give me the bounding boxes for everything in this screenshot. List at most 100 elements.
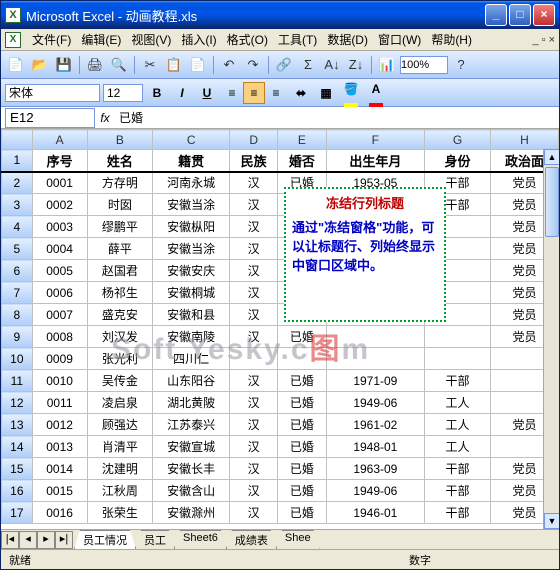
cell[interactable]: 汉 [230, 216, 278, 238]
cell[interactable]: 已婚 [278, 458, 326, 480]
cell[interactable]: 顾强达 [87, 414, 153, 436]
col-header[interactable]: G [425, 130, 491, 150]
cell[interactable]: 0013 [32, 436, 87, 458]
header-cell[interactable]: 出生年月 [326, 150, 425, 172]
menu-item[interactable]: 工具(T) [273, 29, 322, 50]
cell[interactable]: 汉 [230, 370, 278, 392]
cell[interactable]: 安徽桐城 [153, 282, 230, 304]
row-header[interactable]: 17 [2, 502, 33, 524]
cell[interactable]: 0002 [32, 194, 87, 216]
print-button[interactable]: 🖨 [84, 54, 106, 76]
zoom-input[interactable] [400, 56, 448, 74]
minimize-button[interactable]: _ [485, 4, 507, 26]
header-cell[interactable]: 籍贯 [153, 150, 230, 172]
cell[interactable]: 安徽和县 [153, 304, 230, 326]
cell[interactable]: 江秋周 [87, 480, 153, 502]
scroll-down-button[interactable]: ▼ [544, 513, 559, 529]
row-header[interactable]: 6 [2, 260, 33, 282]
row-header[interactable]: 5 [2, 238, 33, 260]
cell[interactable]: 刘汉发 [87, 326, 153, 348]
cell[interactable]: 汉 [230, 326, 278, 348]
cell[interactable]: 凌启泉 [87, 392, 153, 414]
cell[interactable]: 0001 [32, 172, 87, 194]
undo-button[interactable]: ↶ [218, 54, 240, 76]
cell[interactable] [326, 348, 425, 370]
cell[interactable]: 沈建明 [87, 458, 153, 480]
tab-first-button[interactable]: |◂ [1, 531, 19, 549]
cell[interactable] [425, 326, 491, 348]
cell[interactable]: 0003 [32, 216, 87, 238]
new-button[interactable]: 📄 [5, 54, 27, 76]
cell[interactable]: 安徽枞阳 [153, 216, 230, 238]
cell[interactable]: 0011 [32, 392, 87, 414]
cell[interactable]: 缪鹏平 [87, 216, 153, 238]
row-header[interactable]: 1 [2, 150, 33, 172]
cell[interactable]: 汉 [230, 436, 278, 458]
sheet-tab[interactable]: Shee [276, 530, 320, 549]
col-header[interactable]: D [230, 130, 278, 150]
row-header[interactable]: 14 [2, 436, 33, 458]
sort-asc-button[interactable]: A↓ [321, 54, 343, 76]
cell[interactable]: 汉 [230, 304, 278, 326]
open-button[interactable]: 📂 [29, 54, 51, 76]
cell[interactable]: 安徽安庆 [153, 260, 230, 282]
cell[interactable]: 肖清平 [87, 436, 153, 458]
link-button[interactable]: 🔗 [273, 54, 295, 76]
merge-button[interactable]: ⬌ [290, 82, 312, 104]
italic-button[interactable]: I [171, 82, 193, 104]
cell[interactable]: 汉 [230, 414, 278, 436]
cell[interactable]: 1971-09 [326, 370, 425, 392]
scroll-thumb[interactable] [545, 167, 559, 237]
col-header[interactable]: E [278, 130, 326, 150]
fontcolor-button[interactable]: A [365, 82, 387, 104]
row-header[interactable]: 4 [2, 216, 33, 238]
cell[interactable]: 安徽含山 [153, 480, 230, 502]
cell[interactable]: 方存明 [87, 172, 153, 194]
cell[interactable]: 安徽当涂 [153, 194, 230, 216]
cell[interactable]: 干部 [425, 458, 491, 480]
row-header[interactable]: 11 [2, 370, 33, 392]
menu-item[interactable]: 窗口(W) [373, 29, 426, 50]
menu-item[interactable]: 插入(I) [176, 29, 221, 50]
formula-value[interactable]: 已婚 [115, 108, 559, 127]
cell[interactable] [278, 348, 326, 370]
redo-button[interactable]: ↷ [242, 54, 264, 76]
cell[interactable]: 已婚 [278, 436, 326, 458]
cell[interactable]: 安徽长丰 [153, 458, 230, 480]
cell[interactable]: 0012 [32, 414, 87, 436]
row-header[interactable]: 12 [2, 392, 33, 414]
align-right-button[interactable]: ≡ [265, 82, 287, 104]
cell[interactable]: 0004 [32, 238, 87, 260]
cell[interactable]: 安徽宣城 [153, 436, 230, 458]
tab-prev-button[interactable]: ◂ [19, 531, 37, 549]
cell[interactable]: 安徽当涂 [153, 238, 230, 260]
row-header[interactable]: 8 [2, 304, 33, 326]
cell[interactable]: 0008 [32, 326, 87, 348]
select-all[interactable] [2, 130, 33, 150]
align-center-button[interactable]: ≡ [243, 82, 265, 104]
cell[interactable]: 汉 [230, 282, 278, 304]
cell[interactable]: 河南永城 [153, 172, 230, 194]
tab-next-button[interactable]: ▸ [37, 531, 55, 549]
cell[interactable]: 0006 [32, 282, 87, 304]
cell[interactable]: 汉 [230, 502, 278, 524]
cell[interactable]: 汉 [230, 480, 278, 502]
cell[interactable]: 湖北黄陂 [153, 392, 230, 414]
cell[interactable]: 工人 [425, 414, 491, 436]
cell[interactable] [326, 326, 425, 348]
sheet-tab[interactable]: 成绩表 [226, 530, 277, 549]
cell[interactable]: 已婚 [278, 480, 326, 502]
cell[interactable]: 0007 [32, 304, 87, 326]
row-header[interactable]: 7 [2, 282, 33, 304]
cell[interactable]: 汉 [230, 458, 278, 480]
align-left-button[interactable]: ≡ [221, 82, 243, 104]
save-button[interactable]: 💾 [53, 54, 75, 76]
cell[interactable]: 汉 [230, 238, 278, 260]
menu-item[interactable]: 编辑(E) [76, 29, 126, 50]
paste-button[interactable]: 📄 [187, 54, 209, 76]
preview-button[interactable]: 🔍 [108, 54, 130, 76]
header-cell[interactable]: 序号 [32, 150, 87, 172]
menu-item[interactable]: 帮助(H) [426, 29, 477, 50]
tab-last-button[interactable]: ▸| [55, 531, 73, 549]
cell[interactable]: 0015 [32, 480, 87, 502]
